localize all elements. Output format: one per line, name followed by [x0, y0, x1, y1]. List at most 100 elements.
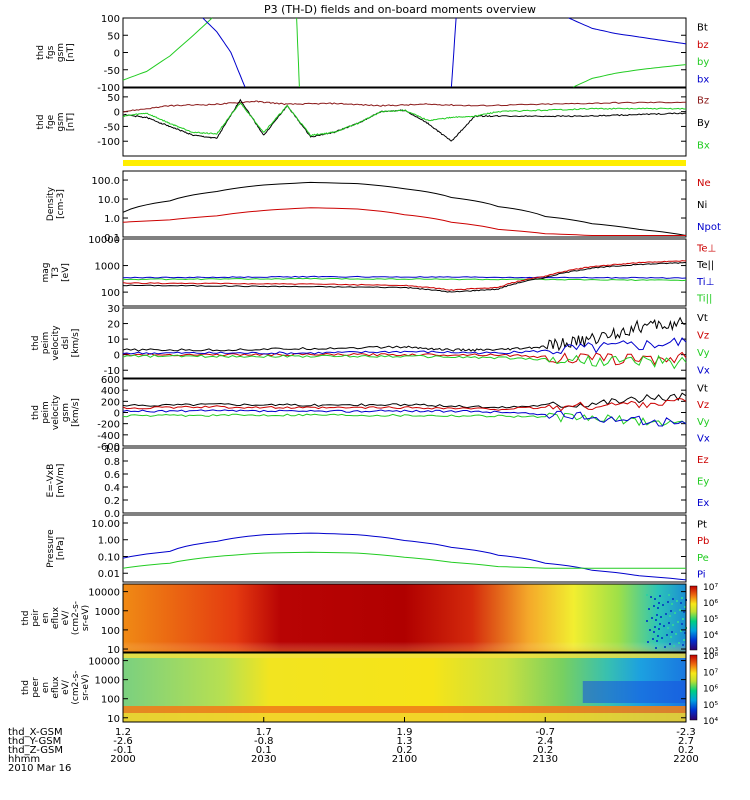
x-row-value: 0.2	[397, 745, 413, 756]
series-temp-Ti⊥	[122, 275, 687, 279]
ion-spectrogram-speckle	[661, 637, 663, 639]
legend-entry-Ti⊥: Ti⊥	[696, 277, 714, 288]
ion-spectrogram-speckle	[677, 621, 679, 623]
y-axis-label: [nPa]	[56, 537, 66, 560]
y-axis-label: en	[41, 612, 51, 623]
ion-spectrogram-speckle	[673, 645, 675, 647]
legend-entry-Ex: Ex	[697, 498, 709, 509]
ion-spectrogram-speckle	[678, 642, 680, 644]
ion-spectrogram-speckle	[669, 643, 671, 645]
x-row-label-hhmm: hhmm	[8, 754, 40, 765]
y-axis-label: E=-VxB	[46, 464, 56, 498]
y-axis-label: thd	[31, 336, 41, 351]
ion-spectrogram-speckle	[681, 597, 683, 599]
legend-entry-Pi: Pi	[697, 570, 706, 581]
y-tick-label: 0	[114, 351, 120, 362]
y-tick-label: 50	[107, 31, 120, 42]
y-axis-label: fge	[46, 114, 56, 129]
y-axis-label: eV/	[61, 610, 71, 626]
y-axis-label: thd	[31, 405, 41, 420]
legend-entry-Ne: Ne	[697, 178, 711, 189]
y-tick-label: 10	[107, 335, 120, 346]
y-axis-label: [cm-3]	[56, 189, 66, 219]
ion-spectrogram-speckle	[662, 604, 664, 606]
series-fge-Bz	[122, 100, 686, 113]
series-vel_gsm-Vt	[122, 392, 687, 409]
x-row-value: 2030	[251, 754, 276, 765]
y-tick-label: 1000	[95, 676, 120, 687]
y-axis-label: thd	[36, 45, 46, 60]
colorbar-label: 10⁶	[703, 685, 718, 695]
ion-spectrogram-speckle	[671, 631, 673, 633]
panel-density: 100.0 10.0 1.0 0.1 Density [cm-3] Ne Ni Npot	[46, 170, 721, 244]
x-row-value: 0.2	[537, 745, 553, 756]
series-vel_dsl-Vx	[122, 337, 687, 355]
ion-spectrogram-speckle	[659, 623, 661, 625]
y-tick-label: -400	[97, 431, 120, 442]
electron-spectrogram-low-energy-band	[123, 706, 686, 713]
ion-spectrogram-speckle	[680, 630, 682, 632]
ion-spectrogram-speckle	[668, 622, 670, 624]
y-tick-label: 1.00	[98, 536, 120, 547]
y-tick-label: 0.10	[98, 552, 120, 563]
series-vel_gsm-Vx	[122, 409, 687, 427]
x-row-value: 2000	[110, 754, 135, 765]
y-tick-label: -50	[104, 122, 120, 133]
y-axis-label: [nT]	[66, 43, 76, 61]
series-vel_dsl-Vz	[122, 351, 687, 366]
x-row-value: 1.7	[256, 727, 272, 738]
x-row-value: 1.2	[115, 727, 131, 738]
x-row-value: -2.3	[676, 727, 696, 738]
colorbar	[689, 585, 698, 651]
colorbar-label: 10⁴	[703, 717, 718, 727]
legend-entry-Vy: Vy	[697, 348, 710, 359]
legend-entry-Bt: Bt	[697, 23, 708, 34]
ion-spectrogram-speckle	[683, 639, 685, 641]
ion-spectrogram-speckle	[674, 612, 676, 614]
ion-spectrogram-speckle	[657, 635, 659, 637]
y-axis-label: mag	[41, 263, 51, 283]
ion-spectrogram-speckle	[680, 602, 682, 604]
series-fgs-by	[573, 64, 687, 88]
legend-entry-Ni: Ni	[697, 200, 707, 211]
y-axis-label: [km/s]	[71, 329, 81, 358]
plot-title: P3 (TH-D) fields and on-board moments ov…	[264, 3, 536, 16]
y-tick-label: 1000	[95, 607, 120, 618]
x-row-value: 1.3	[397, 736, 413, 747]
series-temp-Te⊥	[122, 260, 686, 291]
series-fge-By	[122, 98, 687, 142]
y-axis-label: [eV]	[61, 263, 71, 282]
x-row-value: 2100	[392, 754, 417, 765]
y-axis-label: en	[41, 682, 51, 693]
y-tick-label: 1.0	[104, 444, 120, 455]
y-tick-label: 0.01	[98, 569, 120, 580]
x-row-label-thd_X-GSM: thd_X-GSM	[8, 727, 63, 738]
y-axis-label: thd	[36, 115, 46, 130]
x-row-value: 1.9	[397, 727, 413, 738]
panel-pressure: 10.00 1.00 0.10 0.01 Pressure [nPa] Pt Pb Pe Pi	[46, 514, 709, 583]
legend-entry-Vt: Vt	[697, 383, 708, 394]
legend-entry-Ey: Ey	[697, 477, 709, 488]
y-tick-label: 200	[101, 397, 120, 408]
y-tick-label: -10	[104, 366, 120, 377]
ion-spectrogram-speckle	[684, 632, 686, 634]
panel-efield: 1.0 0.8 0.6 0.4 0.2 0.0 E=-VxB [mV/m] Ez Ey Ex	[46, 444, 709, 520]
y-tick-label: 600	[101, 375, 120, 386]
ion-spectrogram-speckle	[684, 606, 686, 608]
y-tick-label: -100	[97, 137, 120, 148]
ion-spectrogram-speckle	[669, 615, 671, 617]
y-axis-label: thd	[21, 611, 31, 626]
ion-spectrogram-speckle	[654, 598, 656, 600]
ion-spectrogram-speckle	[658, 628, 660, 630]
ion-spectrogram-speckle	[672, 624, 674, 626]
ion-spectrogram-speckle	[648, 608, 650, 610]
ion-spectrogram-speckle	[667, 627, 669, 629]
legend-entry-Vx: Vx	[697, 434, 710, 445]
series-fgs-bx	[450, 17, 457, 88]
ion-spectrogram-speckle	[646, 594, 648, 596]
y-tick-label: 100	[101, 288, 120, 299]
y-axis-label: thd	[21, 680, 31, 695]
panel-frame	[122, 238, 687, 307]
y-tick-label: 10.0	[98, 195, 120, 206]
